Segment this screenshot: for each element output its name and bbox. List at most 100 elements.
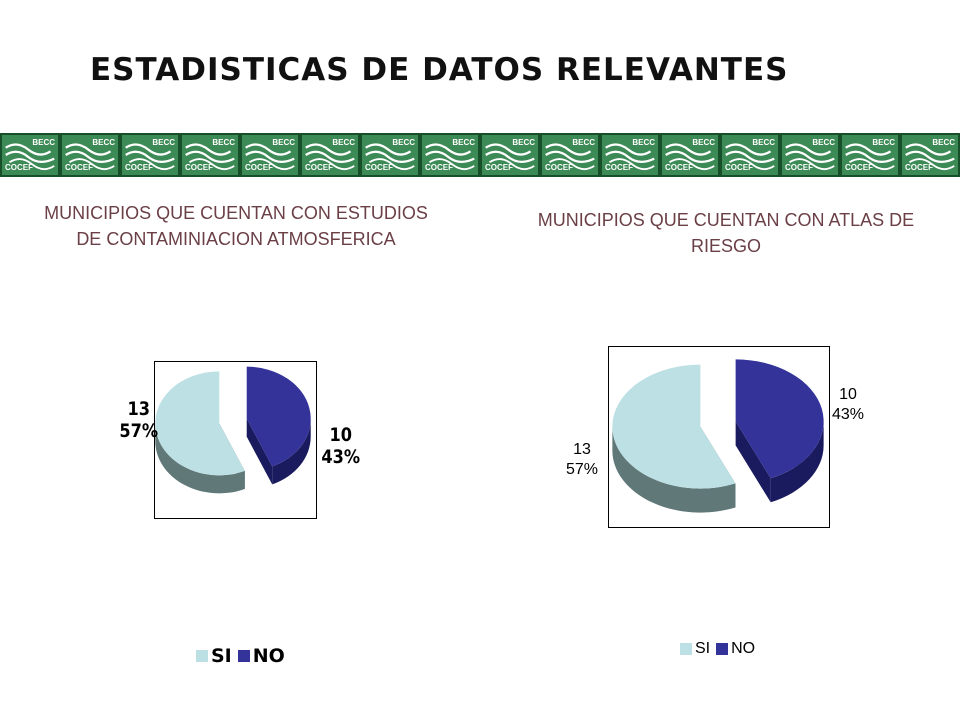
- pie-slice-side: [612, 426, 736, 513]
- wave-logo-icon: [425, 143, 475, 170]
- logo-text-top: BECC: [752, 138, 775, 147]
- becc-cocef-logo-tile: BECC COCEF: [120, 133, 180, 177]
- wave-logo-icon: [365, 143, 415, 170]
- logo-text-bottom: COCEF: [125, 163, 153, 172]
- legend: SI NO: [196, 645, 291, 667]
- logo-text-bottom: COCEF: [545, 163, 573, 172]
- legend-label-no: NO: [252, 645, 285, 667]
- data-label-si: 13 57%: [566, 440, 598, 480]
- pie-slice-top: [735, 359, 824, 479]
- value-label: 10: [329, 424, 352, 446]
- wave-logo-icon: [185, 143, 235, 170]
- logo-text-bottom: COCEF: [485, 163, 513, 172]
- pie-slice-wall: [246, 418, 273, 485]
- wave-logo-icon: [905, 143, 955, 170]
- pie-slice-no: [246, 366, 311, 485]
- becc-cocef-logo-tile: BECC COCEF: [720, 133, 780, 177]
- logo-text-top: BECC: [92, 138, 115, 147]
- pie-chart: [155, 366, 311, 494]
- wave-logo-icon: [65, 143, 115, 170]
- chart-title: MUNICIPIOS QUE CUENTAN CON ATLAS DE RIES…: [537, 210, 915, 256]
- data-label-no: 10 43%: [321, 424, 360, 468]
- logo-text-bottom: COCEF: [5, 163, 33, 172]
- wave-logo-icon: [845, 143, 895, 170]
- wave-logo-icon: [125, 143, 175, 170]
- logo-text-bottom: COCEF: [905, 163, 933, 172]
- logo-text-bottom: COCEF: [365, 163, 393, 172]
- pie-slice-wall: [735, 421, 771, 503]
- logo-text-bottom: COCEF: [605, 163, 633, 172]
- legend-label-si: SI: [695, 640, 711, 657]
- logo-text-top: BECC: [272, 138, 295, 147]
- becc-cocef-logo-tile: BECC COCEF: [300, 133, 360, 177]
- percent-label: 57%: [566, 461, 599, 478]
- pie-slice-top: [246, 366, 311, 467]
- percent-label: 43%: [321, 446, 361, 468]
- logo-text-top: BECC: [932, 138, 955, 147]
- wave-logo-icon: [485, 143, 535, 170]
- logo-text-top: BECC: [632, 138, 655, 147]
- logo-text-bottom: COCEF: [65, 163, 93, 172]
- legend-label-no: NO: [731, 640, 756, 657]
- becc-cocef-logo-tile: BECC COCEF: [420, 133, 480, 177]
- wave-logo-icon: [545, 143, 595, 170]
- pie-chart: [612, 359, 824, 513]
- logo-text-top: BECC: [152, 138, 175, 147]
- pie-slice-top: [612, 364, 736, 489]
- legend: SI NO: [680, 640, 761, 658]
- logo-text-top: BECC: [32, 138, 55, 147]
- wave-logo-icon: [785, 143, 835, 170]
- logo-text-bottom: COCEF: [425, 163, 453, 172]
- becc-cocef-logo-tile: BECC COCEF: [360, 133, 420, 177]
- legend-swatch-no: [237, 650, 250, 662]
- value-label: 13: [573, 441, 591, 458]
- logo-text-bottom: COCEF: [785, 163, 813, 172]
- legend-label-si: SI: [211, 645, 232, 667]
- pie-slice-si: [155, 371, 245, 494]
- legend-swatch-no: [716, 643, 729, 655]
- becc-cocef-logo-tile: BECC COCEF: [0, 133, 60, 177]
- becc-cocef-logo-tile: BECC COCEF: [660, 133, 720, 177]
- wave-logo-icon: [245, 143, 295, 170]
- logo-text-top: BECC: [452, 138, 475, 147]
- pie-slice-no: [735, 359, 824, 503]
- page-title: ESTADISTICAS DE DATOS RELEVANTES: [90, 52, 789, 88]
- becc-cocef-logo-tile: BECC COCEF: [240, 133, 300, 177]
- becc-cocef-logo-tile: BECC COCEF: [840, 133, 900, 177]
- pie-slice-top: [155, 371, 245, 476]
- wave-logo-icon: [665, 143, 715, 170]
- logo-text-top: BECC: [392, 138, 415, 147]
- logo-text-bottom: COCEF: [845, 163, 873, 172]
- legend-swatch-si: [680, 643, 692, 655]
- chart-title: MUNICIPIOS QUE CUENTAN CON ESTUDIOS DE C…: [44, 203, 428, 249]
- logo-text-bottom: COCEF: [185, 163, 213, 172]
- percent-label: 57%: [119, 420, 159, 442]
- logo-text-top: BECC: [332, 138, 355, 147]
- logo-text-top: BECC: [572, 138, 595, 147]
- logo-text-top: BECC: [692, 138, 715, 147]
- percent-label: 43%: [832, 406, 865, 423]
- becc-cocef-logo-tile: BECC COCEF: [900, 133, 960, 177]
- value-label: 13: [127, 398, 150, 420]
- logo-text-bottom: COCEF: [245, 163, 273, 172]
- becc-cocef-logo-tile: BECC COCEF: [540, 133, 600, 177]
- becc-cocef-logo-tile: BECC COCEF: [180, 133, 240, 177]
- logo-text-top: BECC: [812, 138, 835, 147]
- logo-text-bottom: COCEF: [725, 163, 753, 172]
- logo-text-bottom: COCEF: [305, 163, 333, 172]
- becc-cocef-logo-tile: BECC COCEF: [60, 133, 120, 177]
- logo-text-top: BECC: [872, 138, 895, 147]
- wave-logo-icon: [605, 143, 655, 170]
- becc-cocef-logo-banner: BECC COCEF BECC COCEF BECC COCEF BECC COCEF BECC…: [0, 133, 960, 177]
- data-label-si: 13 57%: [119, 398, 158, 442]
- pie-slice-side: [770, 421, 824, 503]
- data-label-no: 10 43%: [832, 385, 864, 425]
- pie-slice-si: [612, 364, 736, 513]
- wave-logo-icon: [305, 143, 355, 170]
- wave-logo-icon: [5, 143, 55, 170]
- pie-slice-side: [155, 423, 245, 494]
- logo-text-top: BECC: [212, 138, 235, 147]
- becc-cocef-logo-tile: BECC COCEF: [780, 133, 840, 177]
- becc-cocef-logo-tile: BECC COCEF: [480, 133, 540, 177]
- value-label: 10: [839, 386, 857, 403]
